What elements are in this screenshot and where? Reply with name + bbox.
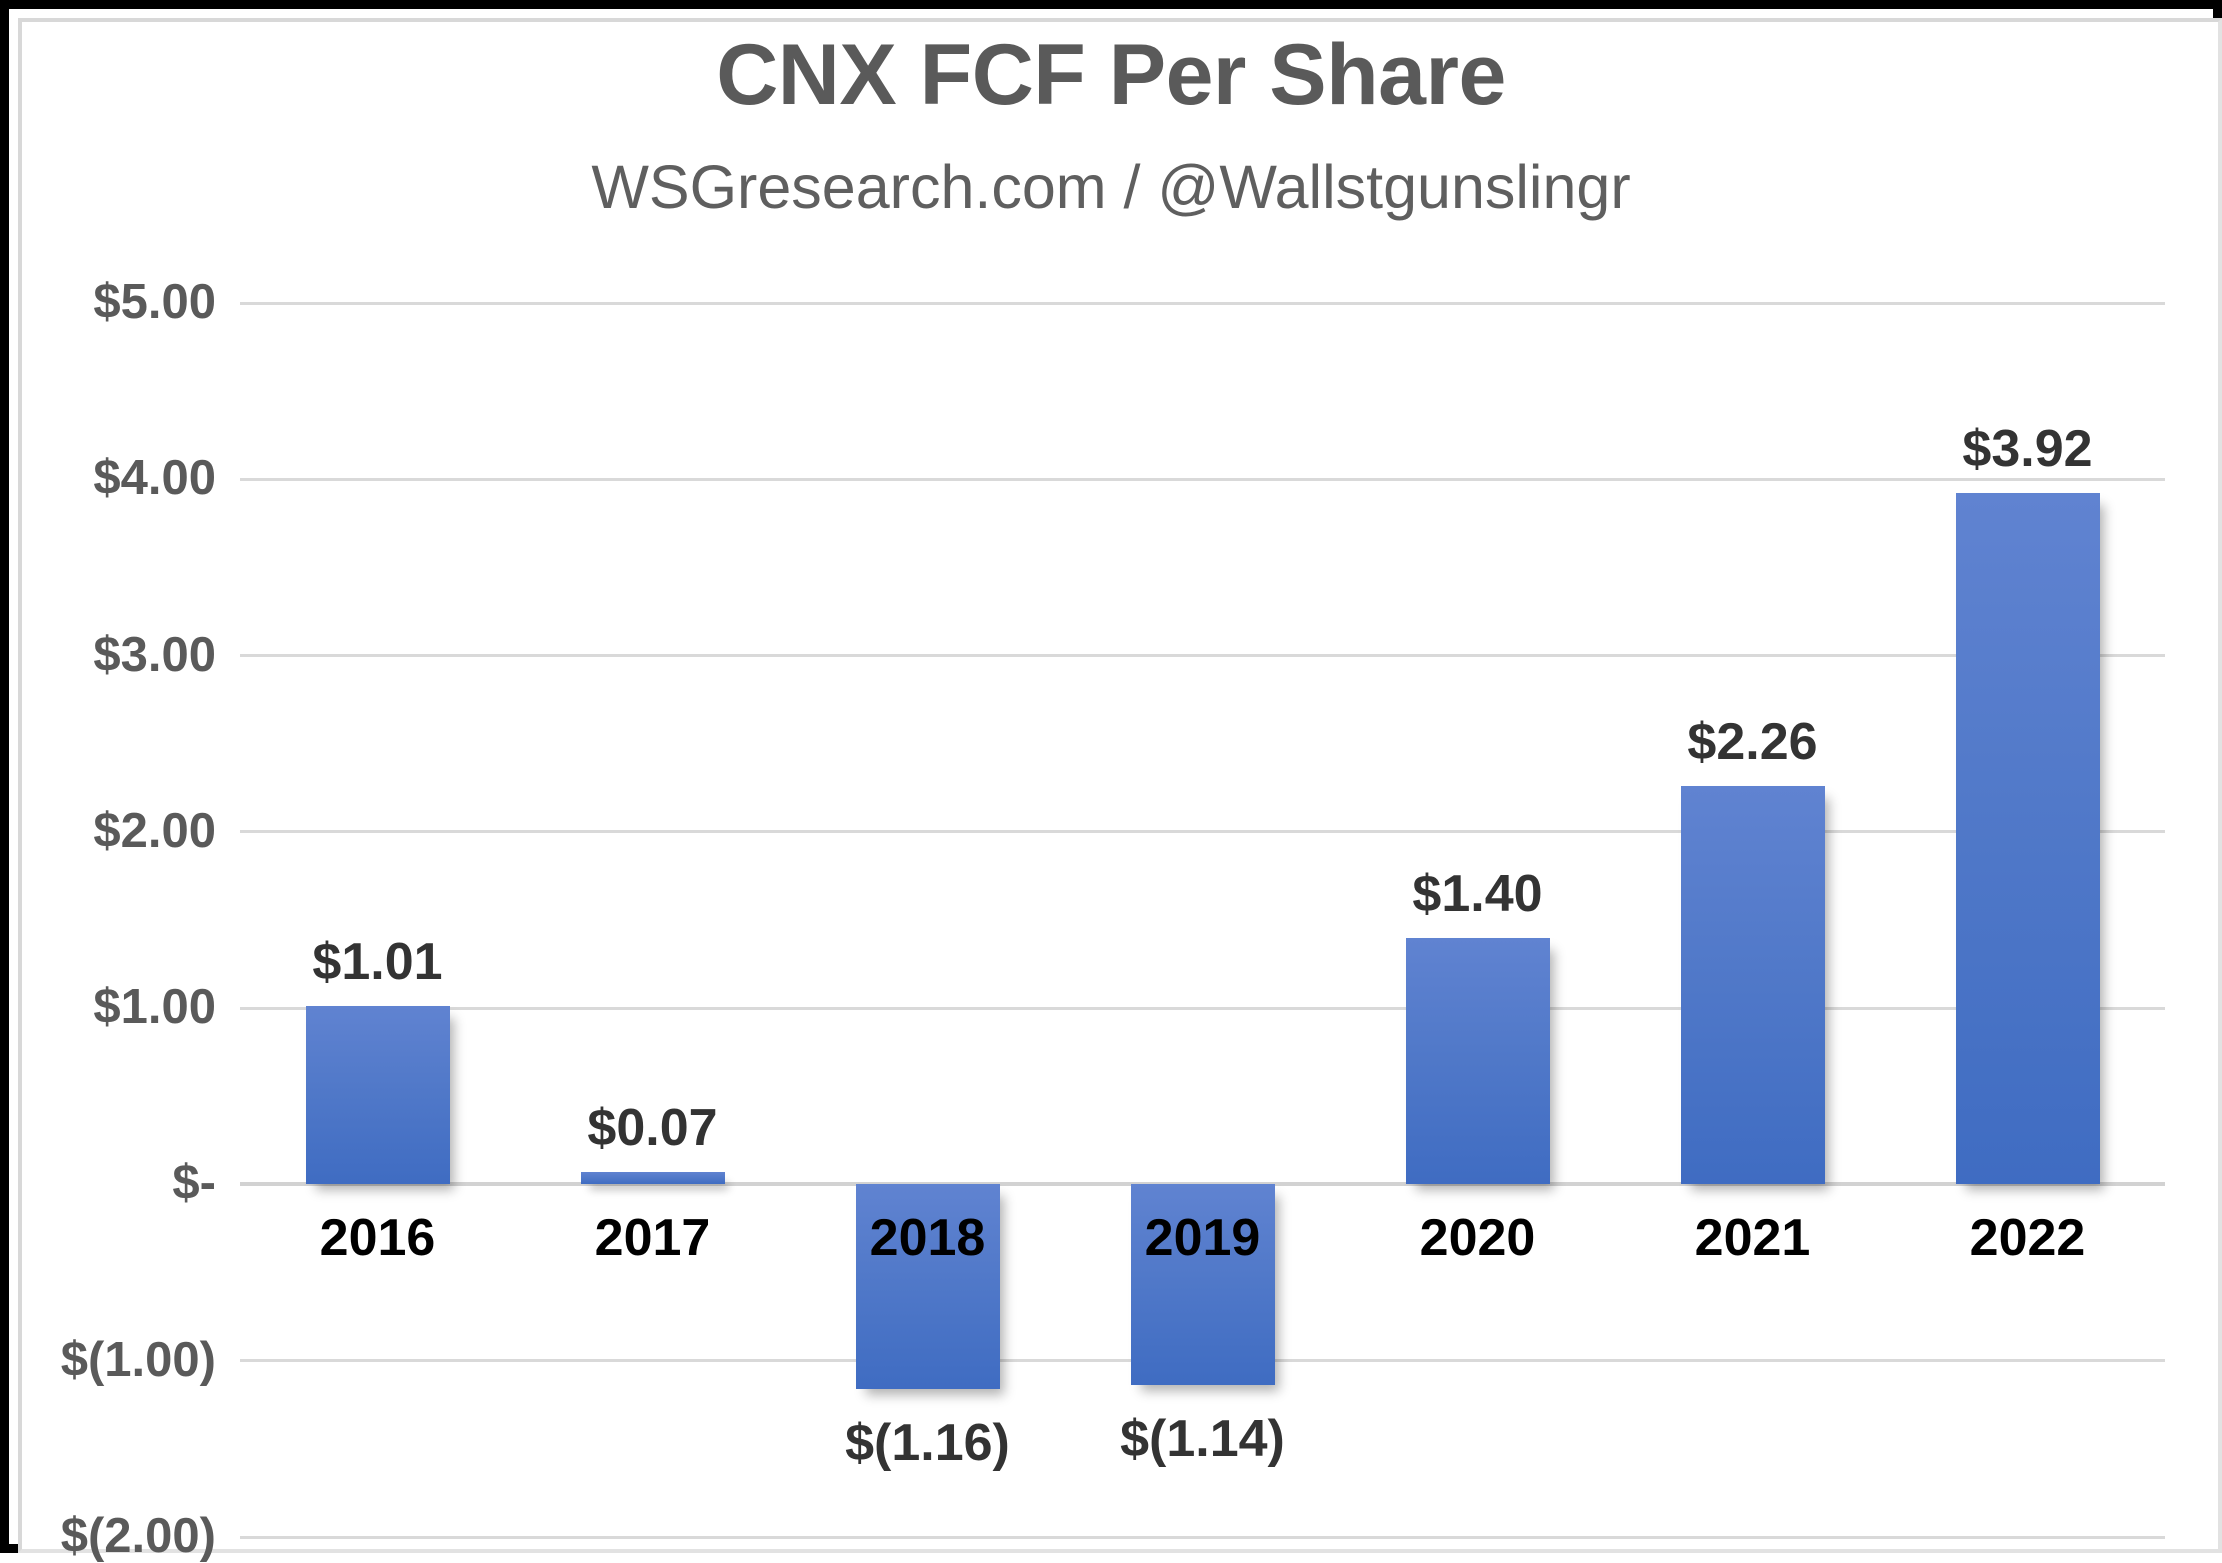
- bar-2021[interactable]: [1681, 786, 1825, 1184]
- data-label-2020: $1.40: [1278, 868, 1678, 920]
- gridline: [240, 478, 2165, 481]
- gridline: [240, 830, 2165, 833]
- plot-area: [240, 303, 2165, 1537]
- data-label-2021: $2.26: [1553, 716, 1953, 768]
- chart-subtitle: WSGresearch.com / @Wallstgunslingr: [0, 157, 2222, 218]
- bar-2022[interactable]: [1956, 493, 2100, 1184]
- category-label-2022: 2022: [1828, 1212, 2222, 1264]
- bar-2020[interactable]: [1406, 938, 1550, 1185]
- chart-title: CNX FCF Per Share: [0, 32, 2222, 118]
- bar-2017[interactable]: [581, 1172, 725, 1184]
- data-label-2019: $(1.14): [1003, 1413, 1403, 1465]
- gridline: [240, 654, 2165, 657]
- gridline: [240, 1536, 2165, 1539]
- data-label-2022: $3.92: [1828, 423, 2222, 475]
- gridline: [240, 302, 2165, 305]
- bar-2016[interactable]: [306, 1006, 450, 1184]
- data-label-2017: $0.07: [453, 1102, 853, 1154]
- gridline: [240, 1007, 2165, 1010]
- data-label-2016: $1.01: [178, 936, 578, 988]
